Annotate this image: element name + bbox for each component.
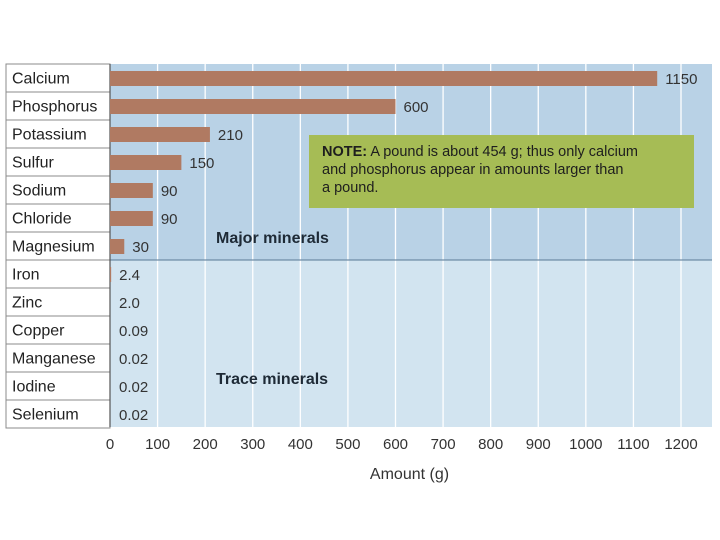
x-tick-label-700: 700 bbox=[431, 436, 456, 453]
category-label-sulfur: Sulfur bbox=[12, 155, 54, 172]
note-box bbox=[309, 135, 694, 208]
value-label-chloride: 90 bbox=[161, 211, 178, 228]
category-cell-selenium bbox=[5, 399, 111, 429]
bar-sulfur bbox=[110, 155, 182, 170]
x-tick-label-1000: 1000 bbox=[569, 436, 602, 453]
x-tick-label-900: 900 bbox=[526, 436, 551, 453]
value-label-phosphorus: 600 bbox=[404, 99, 429, 116]
x-tick-label-400: 400 bbox=[288, 436, 313, 453]
bar-chloride bbox=[110, 211, 153, 226]
value-label-iron: 2.4 bbox=[119, 267, 140, 284]
note-line-2: and phosphorus appear in amounts larger … bbox=[322, 162, 623, 178]
category-label-zinc: Zinc bbox=[12, 295, 42, 312]
value-label-sodium: 90 bbox=[161, 183, 178, 200]
bar-calcium bbox=[110, 71, 658, 86]
bar-iron bbox=[110, 267, 112, 282]
category-label-calcium: Calcium bbox=[12, 71, 70, 88]
category-label-magnesium: Magnesium bbox=[12, 239, 95, 256]
x-tick-label-0: 0 bbox=[106, 436, 114, 453]
x-tick-label-1100: 1100 bbox=[617, 436, 649, 453]
category-cell-magnesium bbox=[5, 231, 111, 261]
category-label-chloride: Chloride bbox=[12, 211, 72, 228]
category-cell-copper bbox=[5, 315, 111, 345]
value-label-iodine: 0.02 bbox=[119, 379, 148, 396]
x-tick-label-800: 800 bbox=[478, 436, 503, 453]
value-label-copper: 0.09 bbox=[119, 323, 148, 340]
bar-potassium bbox=[110, 127, 210, 142]
x-tick-label-300: 300 bbox=[240, 436, 265, 453]
value-label-selenium: 0.02 bbox=[119, 407, 148, 424]
value-label-magnesium: 30 bbox=[132, 239, 149, 256]
category-label-iodine: Iodine bbox=[12, 379, 56, 396]
x-tick-label-100: 100 bbox=[145, 436, 170, 453]
value-label-manganese: 0.02 bbox=[119, 351, 148, 368]
value-label-potassium: 210 bbox=[218, 127, 243, 144]
trace-minerals-region bbox=[110, 260, 712, 427]
category-cell-sodium bbox=[5, 175, 111, 205]
bar-phosphorus bbox=[110, 99, 396, 114]
group-label-trace: Trace minerals bbox=[216, 371, 328, 388]
category-label-manganese: Manganese bbox=[12, 351, 96, 368]
value-label-calcium: 1150 bbox=[665, 71, 697, 88]
category-label-potassium: Potassium bbox=[12, 127, 87, 144]
category-label-selenium: Selenium bbox=[12, 407, 79, 424]
category-label-phosphorus: Phosphorus bbox=[12, 99, 97, 116]
category-cell-iodine bbox=[5, 371, 111, 401]
note-line-1-text: A pound is about 454 g; thus only calciu… bbox=[367, 144, 638, 160]
note-line-3: a pound. bbox=[322, 180, 378, 196]
category-cell-manganese bbox=[5, 343, 111, 373]
value-label-zinc: 2.0 bbox=[119, 295, 140, 312]
note-line-1: NOTE: A pound is about 454 g; thus only … bbox=[322, 144, 638, 160]
x-tick-label-1200: 1200 bbox=[664, 436, 697, 453]
x-axis-title: Amount (g) bbox=[370, 466, 449, 483]
x-tick-label-500: 500 bbox=[335, 436, 360, 453]
category-cell-zinc bbox=[5, 287, 111, 317]
category-label-copper: Copper bbox=[12, 323, 65, 340]
value-label-sulfur: 150 bbox=[189, 155, 214, 172]
bar-magnesium bbox=[110, 239, 125, 254]
category-label-sodium: Sodium bbox=[12, 183, 66, 200]
x-tick-label-600: 600 bbox=[383, 436, 408, 453]
category-cell-chloride bbox=[5, 203, 111, 233]
group-label-major: Major minerals bbox=[216, 230, 329, 247]
x-tick-label-200: 200 bbox=[193, 436, 218, 453]
category-label-iron: Iron bbox=[12, 267, 40, 284]
bar-sodium bbox=[110, 183, 153, 198]
note-lead: NOTE: bbox=[322, 144, 367, 160]
